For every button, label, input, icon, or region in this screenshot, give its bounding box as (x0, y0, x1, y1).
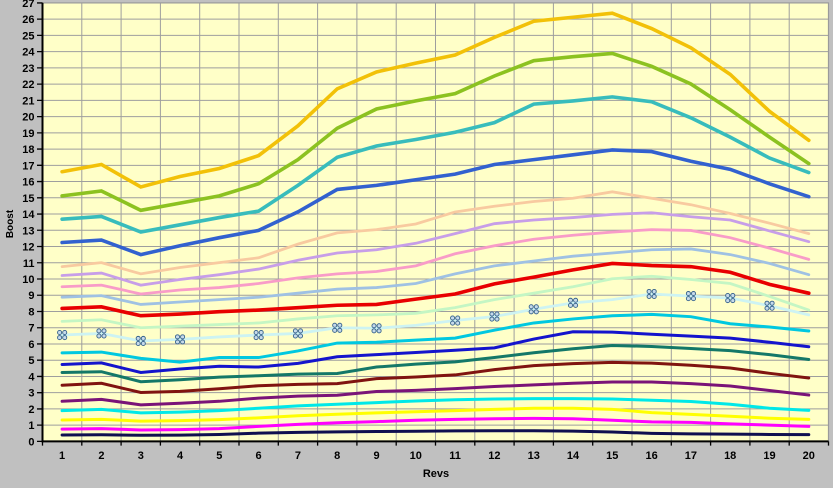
svg-text:10: 10 (410, 450, 422, 462)
svg-text:3: 3 (28, 388, 34, 400)
svg-text:5: 5 (216, 450, 222, 462)
svg-text:15: 15 (22, 193, 34, 205)
svg-text:8: 8 (334, 450, 340, 462)
svg-text:13: 13 (528, 450, 540, 462)
svg-text:11: 11 (449, 450, 461, 462)
svg-text:6: 6 (28, 339, 34, 351)
svg-text:19: 19 (22, 128, 34, 140)
svg-text:5: 5 (28, 355, 34, 367)
svg-text:27: 27 (22, 0, 34, 10)
svg-text:20: 20 (22, 112, 34, 124)
svg-text:9: 9 (373, 450, 379, 462)
svg-text:6: 6 (256, 450, 262, 462)
svg-text:17: 17 (22, 160, 34, 172)
svg-text:11: 11 (23, 258, 35, 270)
svg-text:10: 10 (22, 274, 34, 286)
svg-text:25: 25 (22, 30, 34, 42)
svg-text:18: 18 (724, 450, 736, 462)
svg-text:2: 2 (98, 450, 104, 462)
svg-text:23: 23 (22, 63, 34, 75)
svg-text:Revs: Revs (423, 468, 449, 480)
svg-text:Boost: Boost (5, 209, 16, 238)
svg-text:8: 8 (28, 306, 34, 318)
svg-text:14: 14 (567, 450, 580, 462)
svg-text:4: 4 (28, 371, 35, 383)
svg-text:7: 7 (28, 323, 34, 335)
svg-text:18: 18 (22, 144, 34, 156)
svg-text:17: 17 (685, 450, 697, 462)
svg-text:20: 20 (803, 450, 815, 462)
svg-text:24: 24 (22, 47, 35, 59)
svg-text:1: 1 (28, 420, 34, 432)
svg-text:21: 21 (22, 95, 34, 107)
svg-text:7: 7 (295, 450, 301, 462)
svg-text:12: 12 (22, 242, 34, 254)
svg-text:12: 12 (488, 450, 500, 462)
svg-text:15: 15 (606, 450, 618, 462)
svg-text:16: 16 (22, 177, 34, 189)
svg-text:16: 16 (645, 450, 657, 462)
svg-text:4: 4 (177, 450, 184, 462)
svg-text:13: 13 (22, 225, 34, 237)
svg-text:26: 26 (22, 14, 34, 26)
svg-text:1: 1 (59, 450, 65, 462)
svg-text:2: 2 (28, 404, 34, 416)
svg-text:9: 9 (28, 290, 34, 302)
svg-text:22: 22 (22, 79, 34, 91)
svg-text:19: 19 (763, 450, 775, 462)
svg-text:0: 0 (28, 436, 34, 448)
svg-text:3: 3 (138, 450, 144, 462)
svg-text:14: 14 (22, 209, 35, 221)
